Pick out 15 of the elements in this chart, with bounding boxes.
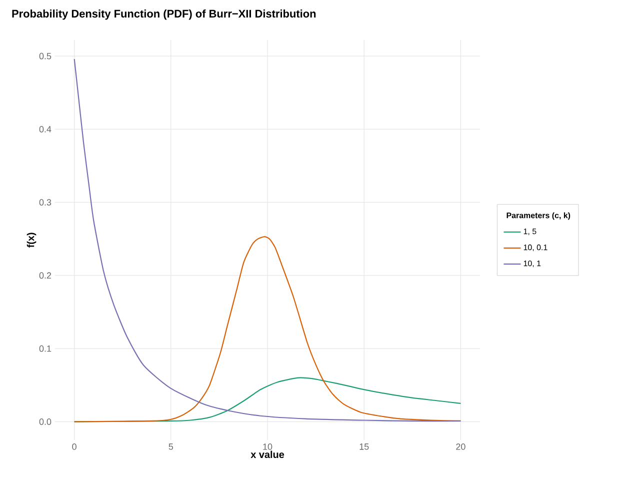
line-series	[74, 58, 462, 422]
y-tick-label: 0.3	[39, 199, 52, 206]
y-tick-label: 0.0	[39, 418, 52, 425]
chart-title: Probability Density Function (PDF) of Burr−XII Distribution	[12, 10, 316, 20]
x-tick-label: 5	[168, 444, 174, 450]
y-tick-label: 0.4	[39, 126, 52, 132]
y-axis-title: f(x)	[26, 232, 36, 248]
x-axis-title: x value	[250, 450, 284, 458]
x-tick-label: 20	[456, 444, 466, 450]
y-tick-label: 0.2	[39, 272, 52, 279]
x-tick-label: 0	[72, 444, 76, 450]
x-tick-label: 15	[360, 444, 369, 450]
y-tick-label: 0.5	[39, 52, 52, 60]
x-tick-label: 10	[263, 444, 272, 450]
y-tick-label: 0.1	[39, 345, 52, 352]
